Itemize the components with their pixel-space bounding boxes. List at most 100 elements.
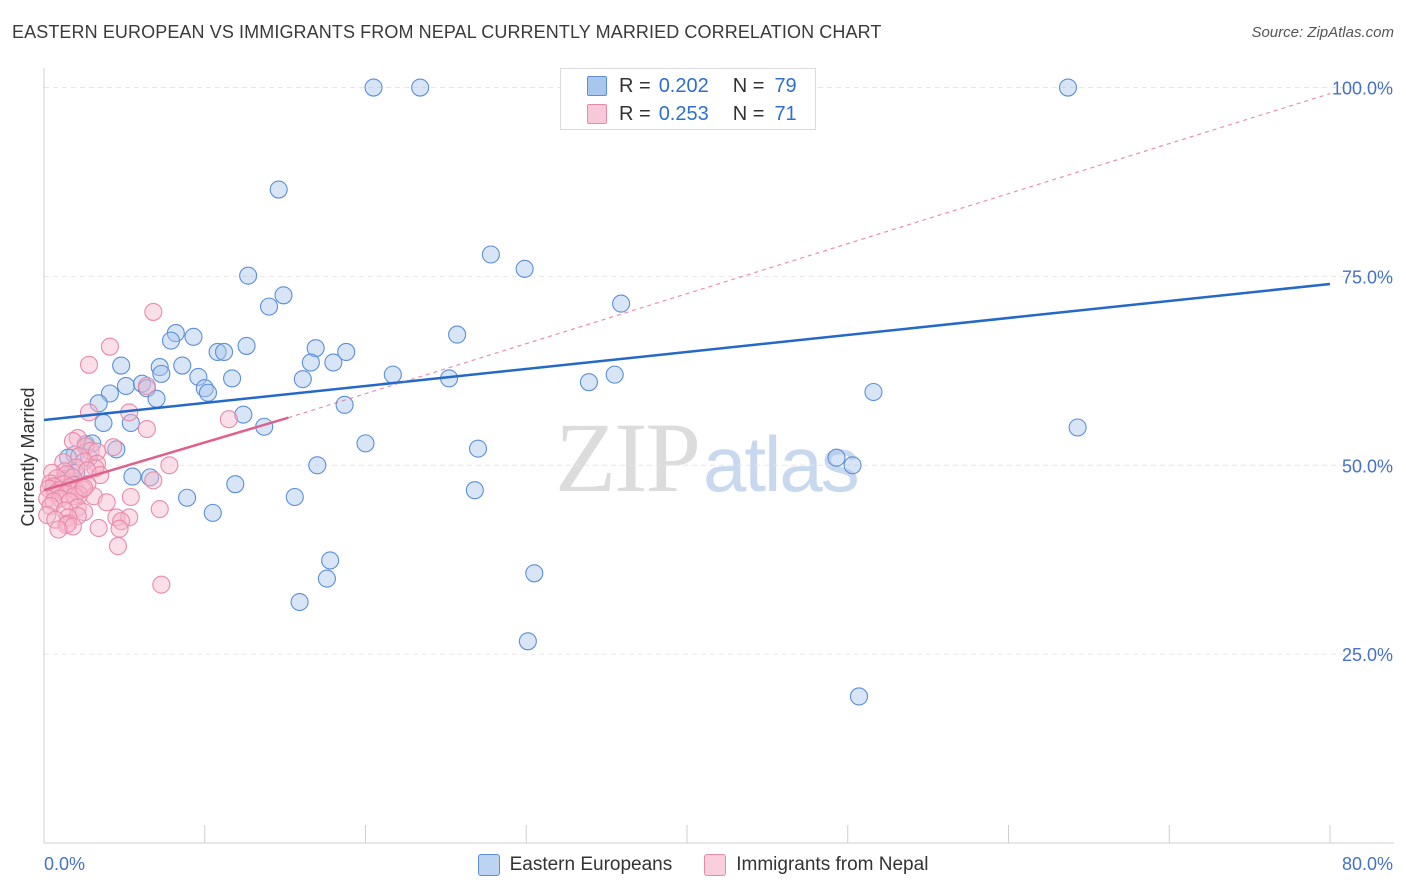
data-point-blue-62	[123, 467, 142, 486]
data-point-blue-24	[324, 353, 343, 372]
y-tick-label-0: 25.0%	[1342, 645, 1393, 665]
axes	[43, 68, 1394, 844]
data-point-blue-5	[481, 245, 500, 264]
tick-labels: 25.0% 50.0% 75.0% 100.0% 0.0% 80.0%	[44, 79, 1393, 874]
legend-item-eastern-europeans[interactable]: Eastern Europeans	[477, 854, 673, 876]
data-point-blue-3	[1058, 78, 1078, 97]
data-point-blue-20	[112, 356, 131, 375]
grid-lines	[44, 87, 1394, 655]
trend-line-pink-extension	[288, 93, 1331, 419]
data-point-blue-27	[223, 369, 242, 388]
legend-swatch-pink	[704, 854, 727, 876]
y-tick-label-1: 50.0%	[1342, 456, 1393, 476]
data-point-blue-7	[239, 266, 258, 285]
data-point-pink-0	[144, 302, 163, 321]
y-tick-label-3: 100.0%	[1332, 79, 1393, 99]
data-point-blue-47	[1068, 418, 1087, 437]
data-point-blue-43	[234, 405, 253, 424]
data-point-blue-17	[208, 342, 227, 362]
watermark-atlas: atlas	[703, 420, 860, 508]
data-point-blue-76	[518, 632, 537, 651]
data-point-blue-16	[306, 339, 325, 358]
data-point-blue-75	[290, 592, 309, 612]
data-point-pink-14	[70, 447, 89, 466]
data-point-pink-52	[150, 500, 169, 519]
y-axis-label: Currently Married	[18, 387, 38, 526]
trend-line-pink	[43, 416, 289, 492]
data-point-blue-42	[335, 395, 354, 414]
data-point-pink-64	[63, 517, 82, 536]
data-point-blue-66	[226, 475, 245, 494]
data-point-blue-4	[269, 180, 288, 199]
x-tick-label-0: 0.0%	[44, 854, 85, 874]
data-point-blue-72	[321, 551, 340, 570]
trend-lines	[43, 93, 1331, 492]
data-point-blue-25	[152, 364, 171, 383]
r-value: 0.253	[658, 102, 709, 125]
r-label: R =	[619, 74, 651, 97]
data-point-blue-53	[468, 439, 488, 458]
data-point-pink-1	[100, 337, 119, 356]
data-point-blue-39	[89, 394, 108, 413]
data-point-blue-31	[579, 373, 598, 392]
data-point-blue-69	[285, 487, 304, 507]
data-point-blue-74	[525, 564, 544, 583]
series-eastern-europeans	[46, 78, 1087, 706]
data-point-pink-67	[49, 520, 68, 539]
data-point-blue-18	[214, 342, 234, 362]
data-point-blue-15	[237, 336, 256, 355]
data-point-blue-34	[116, 376, 136, 396]
data-point-blue-71	[203, 503, 222, 522]
data-point-blue-58	[843, 456, 862, 475]
data-point-blue-29	[383, 365, 402, 384]
data-point-blue-56	[308, 456, 327, 475]
data-point-pink-49	[97, 493, 116, 512]
data-point-blue-10	[612, 294, 631, 313]
data-point-pink-7	[137, 419, 156, 439]
data-point-blue-63	[141, 468, 160, 487]
legend-item-immigrants-from-nepal[interactable]: Immigrants from Nepal	[704, 854, 928, 876]
data-point-blue-13	[161, 331, 181, 350]
data-point-pink-42	[121, 487, 140, 507]
watermark: ZIP atlas	[555, 400, 860, 515]
data-point-pink-6	[219, 410, 238, 429]
data-point-blue-77	[849, 687, 869, 706]
data-point-blue-19	[337, 342, 356, 362]
data-point-pink-61	[112, 512, 131, 531]
data-point-blue-22	[173, 356, 192, 375]
data-point-blue-68	[178, 488, 197, 507]
data-point-pink-69	[152, 575, 171, 594]
watermark-zip: ZIP	[555, 402, 701, 513]
data-point-blue-51	[107, 440, 126, 459]
data-point-pink-2	[79, 355, 99, 374]
data-point-pink-4	[79, 403, 99, 422]
r-label: R =	[619, 102, 651, 125]
data-point-blue-28	[293, 370, 312, 389]
series-immigrants-from-nepal	[38, 302, 238, 594]
n-value: 79	[774, 74, 797, 97]
chart-title: EASTERN EUROPEAN VS IMMIGRANTS FROM NEPA…	[12, 22, 882, 42]
legend-swatch-blue	[477, 854, 500, 876]
data-point-blue-12	[184, 327, 203, 346]
data-point-blue-23	[301, 353, 320, 372]
stats-row-immigrants-from-nepal: R = 0.253 N = 71	[587, 102, 797, 126]
data-point-blue-33	[864, 382, 883, 402]
data-point-blue-9	[259, 297, 279, 316]
data-point-blue-8	[274, 286, 293, 305]
stats-row-eastern-europeans: R = 0.202 N = 79	[587, 74, 797, 98]
series-legend: Eastern Europeans Immigrants from Nepal	[0, 852, 1406, 878]
data-point-blue-26	[189, 367, 208, 386]
r-value: 0.202	[658, 74, 709, 97]
data-point-blue-57	[827, 448, 846, 467]
legend-label: Eastern Europeans	[509, 854, 673, 875]
data-point-blue-73	[317, 569, 336, 588]
trend-line-blue	[43, 282, 1331, 422]
swatch-blue	[587, 76, 607, 96]
data-point-blue-1	[411, 78, 430, 97]
data-point-blue-21	[150, 358, 169, 377]
data-point-blue-6	[515, 259, 534, 278]
legend-label: Immigrants from Nepal	[736, 854, 929, 875]
n-value: 71	[774, 102, 797, 125]
source-label: Source: ZipAtlas.com	[1251, 24, 1394, 41]
